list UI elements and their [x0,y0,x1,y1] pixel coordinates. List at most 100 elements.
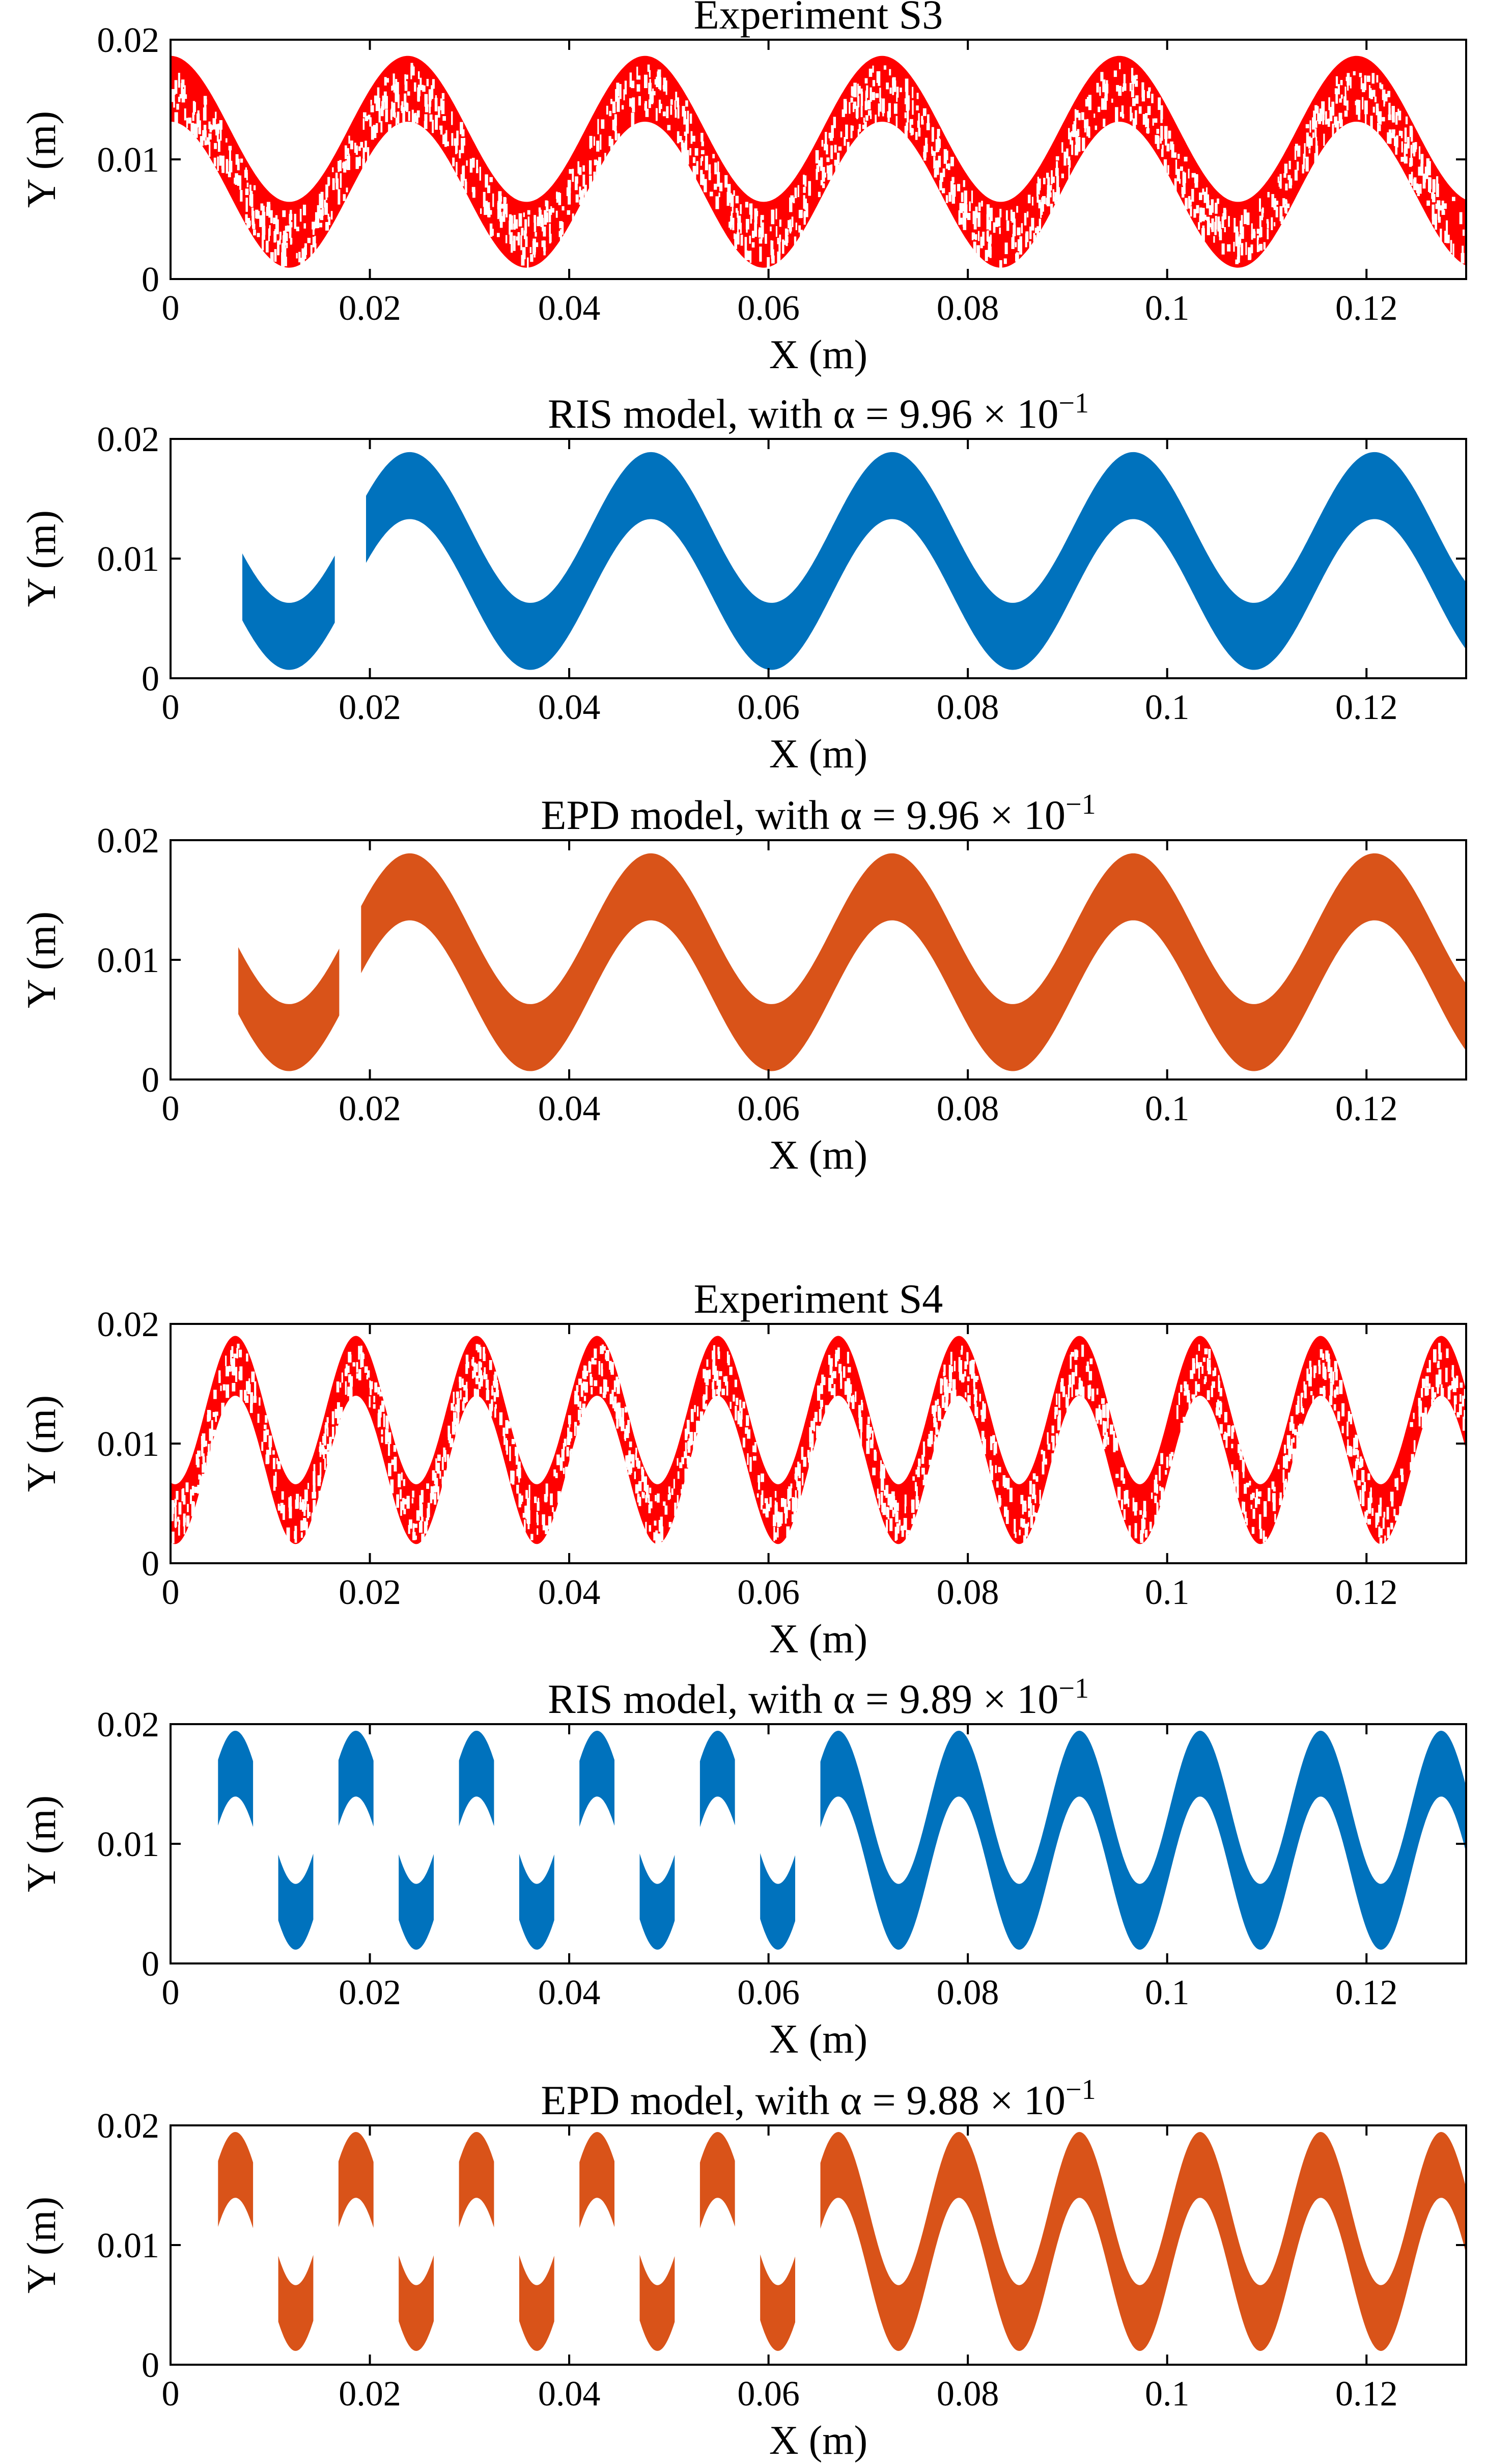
gap-speck [327,182,330,186]
gap-speck [197,1485,200,1494]
gap-speck [619,1417,622,1427]
gap-speck [186,1515,190,1527]
gap-speck [749,203,753,215]
gap-speck [171,1500,175,1514]
gap-speck [1047,1444,1051,1450]
gap-speck [526,257,529,271]
gap-speck [735,1406,737,1421]
gap-speck [1160,1453,1163,1464]
gap-speck [312,1512,314,1525]
gap-speck [1207,220,1210,235]
gap-speck [494,1407,496,1418]
gap-speck [1023,1535,1027,1551]
gap-speck [1249,1480,1251,1486]
gap-speck [1286,1435,1291,1449]
gap-speck [1329,107,1333,122]
gap-speck [275,1472,277,1487]
gap-speck [476,168,479,173]
gap-speck [937,129,940,136]
y-axis-label: Y (m) [19,2197,64,2293]
gap-speck [842,109,845,117]
y-tick-label: 0.02 [97,21,160,60]
gap-speck [1426,200,1431,206]
gap-speck [869,1427,872,1434]
gap-speck [1027,195,1031,204]
gap-speck [323,1433,326,1446]
gap-speck [527,210,530,215]
gap-speck [770,240,772,255]
gap-speck [489,210,492,215]
gap-speck [303,1518,306,1531]
series-band [218,2132,254,2228]
gap-speck [1194,173,1196,183]
gap-speck [1021,223,1023,234]
gap-speck [918,113,920,125]
gap-speck [761,1473,764,1482]
gap-speck [1104,96,1107,110]
gap-speck [1461,253,1465,264]
gap-speck [1295,144,1298,151]
gap-speck [324,1449,327,1454]
gap-speck [1202,188,1204,195]
gap-speck [1063,151,1067,166]
gap-speck [723,1376,725,1382]
gap-speck [218,1376,221,1383]
gap-speck [288,1497,291,1508]
gap-speck [1303,153,1305,169]
gap-speck [1347,84,1349,91]
gap-speck [718,192,720,198]
gap-speck [670,105,672,115]
gap-speck [1123,1509,1126,1520]
gap-speck [700,158,702,166]
gap-speck [1204,214,1207,220]
gap-speck [848,1384,852,1394]
gap-speck [1359,1490,1362,1504]
gap-speck [274,249,277,262]
gap-speck [1029,226,1032,239]
gap-speck [303,1504,306,1516]
gap-speck [856,113,858,120]
gap-speck [1400,131,1403,139]
gap-speck [804,175,807,187]
gap-speck [803,195,805,209]
gap-speck [231,1358,234,1372]
gap-speck [367,147,370,162]
gap-speck [1158,97,1161,110]
gap-speck [714,1373,717,1381]
gap-speck [1219,1402,1222,1415]
gap-speck [463,1397,466,1403]
gap-speck [1016,206,1019,213]
gap-speck [1388,129,1392,144]
gap-speck [1015,242,1017,247]
gap-speck [348,135,350,144]
gap-speck [1086,126,1090,136]
gap-speck [1267,191,1270,198]
gap-speck [649,1487,652,1493]
gap-speck [1291,1416,1294,1429]
gap-speck [1071,131,1073,137]
gap-speck [1282,1470,1285,1483]
gap-speck [1129,82,1132,92]
gap-speck [421,1533,425,1545]
gap-speck [1199,192,1202,200]
gap-speck [491,1399,493,1411]
gap-speck [212,1429,216,1436]
gap-speck [1035,1476,1039,1482]
gap-speck [822,183,825,188]
gap-speck [406,74,408,79]
gap-speck [1239,238,1242,245]
gap-speck [1096,82,1099,93]
gap-speck [648,1494,650,1503]
gap-speck [1163,159,1167,175]
gap-speck [183,1513,186,1526]
gap-speck [187,1504,189,1512]
gap-speck [1211,199,1214,213]
gap-speck [1032,1505,1035,1514]
gap-speck [1420,183,1422,194]
gap-speck [1330,1382,1333,1396]
gap-speck [422,85,426,92]
gap-speck [931,150,934,156]
gap-speck [708,164,711,179]
x-tick-label: 0.04 [538,1973,601,2012]
gap-speck [943,149,947,164]
